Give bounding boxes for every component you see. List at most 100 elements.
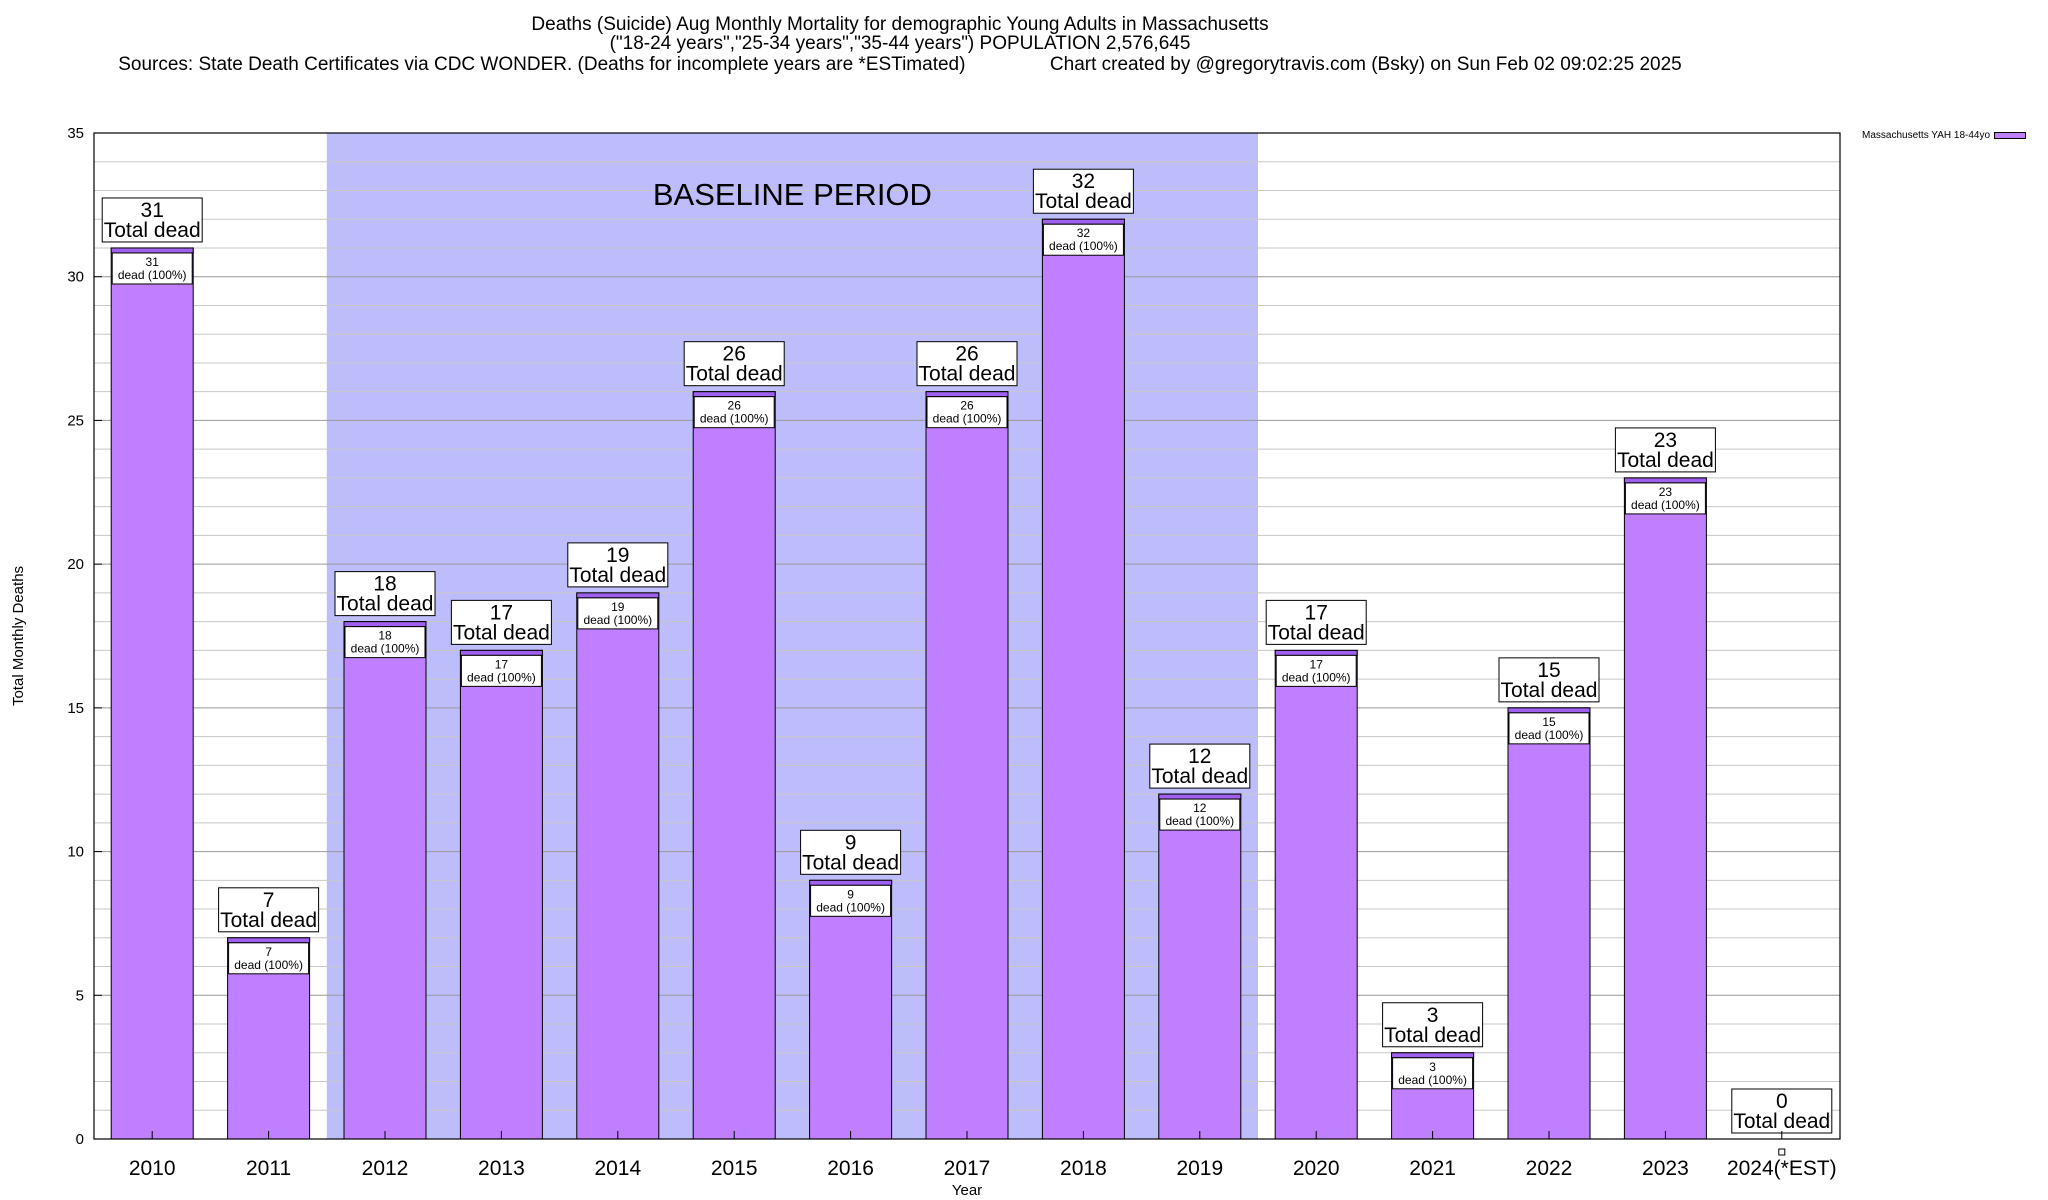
bar-cap	[692, 391, 776, 398]
x-tick-label: 2024(*EST)	[1727, 1157, 1837, 1180]
bar-cap	[1158, 793, 1242, 800]
bar	[110, 247, 194, 1140]
x-tick-label: 2012	[362, 1157, 409, 1180]
bar-inner-value: 7	[265, 945, 272, 959]
total-callout-box	[567, 542, 669, 588]
x-tick-label: 2023	[1642, 1157, 1689, 1180]
bar-inner-value: 26	[960, 399, 974, 413]
inner-label-box	[228, 942, 310, 975]
inner-label-box	[693, 396, 775, 429]
bar	[925, 391, 1009, 1140]
legend-label: Massachusetts YAH 18-44yo	[1862, 130, 1991, 141]
total-value-label: 19	[606, 544, 629, 567]
bar-inner-label: dead (100%)	[1631, 498, 1700, 512]
y-tick-label: 5	[76, 987, 84, 1004]
bar-inner-label: dead (100%)	[816, 900, 885, 914]
x-tick-label: 2022	[1526, 1157, 1573, 1180]
chart-title: Deaths (Suicide) Aug Monthly Mortality f…	[531, 14, 1269, 35]
bar	[1623, 477, 1707, 1140]
inner-label-box	[344, 626, 426, 659]
chart-sources-line: Sources: State Death Certificates via CD…	[0, 54, 1800, 76]
bar	[692, 391, 776, 1140]
bar	[809, 879, 893, 1140]
total-value-label: 9	[845, 831, 857, 854]
total-dead-label: Total dead	[1035, 190, 1132, 213]
bar-cap	[227, 937, 311, 944]
inner-label-box	[1508, 712, 1590, 745]
bar-inner-label: dead (100%)	[467, 670, 536, 684]
bar-inner-label: dead (100%)	[700, 412, 769, 426]
total-dead-label: Total dead	[1268, 621, 1365, 644]
bar-inner-value: 12	[1193, 801, 1207, 815]
inner-label-box	[1275, 654, 1357, 687]
x-tick-label: 2020	[1293, 1157, 1340, 1180]
bar-inner-value: 3	[1429, 1060, 1436, 1074]
total-value-label: 0	[1776, 1090, 1788, 1113]
y-tick-label: 0	[76, 1131, 84, 1148]
bar-cap	[343, 621, 427, 628]
total-callout-box	[1731, 1088, 1833, 1134]
bar-inner-label: dead (100%)	[933, 412, 1002, 426]
total-value-label: 18	[373, 573, 396, 596]
baseline-period-label: BASELINE PERIOD	[653, 177, 932, 212]
bar-inner-value: 17	[495, 657, 509, 671]
total-dead-label: Total dead	[686, 363, 783, 386]
x-tick-label: 2015	[711, 1157, 758, 1180]
bar	[1158, 793, 1242, 1140]
inner-label-box	[1159, 798, 1241, 831]
bar-cap	[1041, 218, 1125, 225]
x-tick-label: 2017	[944, 1157, 991, 1180]
total-callout-box	[1149, 743, 1251, 789]
bar-inner-value: 18	[378, 629, 392, 643]
y-tick-label: 15	[67, 700, 84, 717]
total-dead-label: Total dead	[104, 219, 201, 242]
total-dead-label: Total dead	[1617, 449, 1714, 472]
bar-cap	[1623, 477, 1707, 484]
y-tick-label: 25	[67, 412, 84, 429]
bar-inner-label: dead (100%)	[351, 642, 420, 656]
total-dead-label: Total dead	[453, 621, 550, 644]
inner-label-box	[1624, 482, 1706, 515]
total-value-label: 12	[1188, 745, 1211, 768]
bar-inner-value: 17	[1310, 657, 1324, 671]
total-value-label: 23	[1654, 429, 1677, 452]
total-value-label: 26	[955, 343, 978, 366]
x-tick-label: 2016	[827, 1157, 874, 1180]
total-value-label: 26	[723, 343, 746, 366]
x-tick-label: 2010	[129, 1157, 176, 1180]
chart-subtitle: ("18-24 years","25-34 years","35-44 year…	[609, 33, 1191, 54]
total-callout-box	[450, 599, 552, 645]
bar-cap	[576, 592, 660, 599]
bar	[1507, 707, 1591, 1140]
bar	[1041, 218, 1125, 1140]
bar-inner-label: dead (100%)	[1049, 239, 1118, 253]
total-dead-label: Total dead	[220, 909, 317, 932]
total-dead-label: Total dead	[1151, 765, 1248, 788]
bar-inner-label: dead (100%)	[583, 613, 652, 627]
bar-inner-value: 15	[1542, 715, 1556, 729]
plot-frame	[93, 132, 1841, 1140]
bar-inner-label: dead (100%)	[1165, 814, 1234, 828]
x-tick-label: 2011	[246, 1157, 291, 1180]
y-tick-label: 10	[67, 844, 84, 861]
credit-text: Chart created by @gregorytravis.com (Bsk…	[1049, 54, 1682, 75]
y-tick-label: 20	[67, 556, 84, 573]
sources-text: Sources: State Death Certificates via CD…	[118, 54, 966, 75]
total-callout-box	[1382, 1002, 1484, 1048]
bar-inner-value: 23	[1659, 485, 1673, 499]
bar-cap	[110, 247, 194, 254]
inner-label-box	[1042, 223, 1124, 256]
bar-cap	[925, 391, 1009, 398]
inner-label-box	[810, 884, 892, 917]
inner-label-box	[111, 252, 193, 285]
bar-cap	[1274, 649, 1358, 656]
zero-marker	[1778, 1148, 1786, 1156]
total-value-label: 7	[263, 889, 275, 912]
total-callout-box	[1032, 168, 1134, 214]
total-dead-label: Total dead	[1501, 679, 1598, 702]
legend-swatch	[1994, 131, 2027, 139]
total-dead-label: Total dead	[569, 564, 666, 587]
bar-inner-label: dead (100%)	[234, 958, 303, 972]
x-tick-label: 2013	[478, 1157, 525, 1180]
